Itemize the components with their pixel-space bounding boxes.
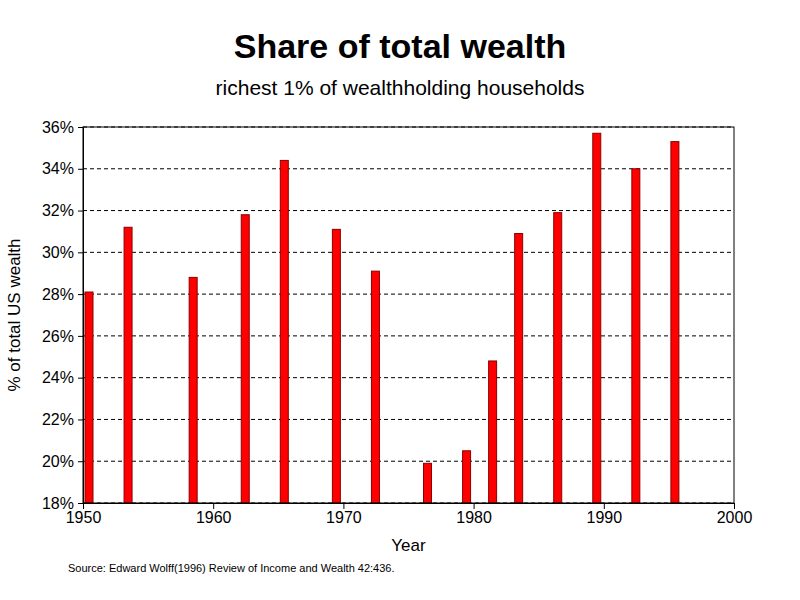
y-tick: 30%: [42, 244, 83, 261]
y-tick-mark: [78, 169, 83, 170]
bars: [85, 133, 679, 503]
y-tick: 28%: [42, 286, 83, 303]
grid: [83, 127, 734, 503]
x-tick-mark: [213, 503, 214, 509]
y-tick: 34%: [42, 160, 83, 177]
bar: [124, 227, 132, 503]
y-tick-label: 26%: [42, 328, 74, 345]
chart: 18%20%22%24%26%28%30%32%34%36%1950196019…: [0, 0, 800, 600]
y-tick: 26%: [42, 328, 83, 345]
y-tick: 24%: [42, 369, 83, 386]
x-tick-mark: [474, 503, 475, 509]
plot-frame: [83, 127, 734, 503]
bar: [241, 215, 249, 503]
x-tick: 1950: [66, 503, 102, 526]
y-tick-label: 28%: [42, 286, 74, 303]
x-tick: 2000: [717, 503, 753, 526]
x-tick: 1960: [196, 503, 232, 526]
y-tick-mark: [78, 419, 83, 420]
bar: [463, 451, 471, 503]
y-tick-label: 34%: [42, 160, 74, 177]
x-tick: 1990: [587, 503, 623, 526]
y-tick-label: 30%: [42, 244, 74, 261]
source-note: Source: Edward Wolff(1996) Review of Inc…: [68, 562, 395, 574]
y-axis-title: % of total US wealth: [5, 238, 24, 391]
x-tick-label: 1990: [587, 509, 623, 526]
bar: [593, 133, 601, 503]
y-tick: 20%: [42, 453, 83, 470]
y-tick-mark: [78, 211, 83, 212]
x-tick-mark: [604, 503, 605, 509]
x-tick-mark: [83, 503, 84, 509]
x-tick-label: 1960: [196, 509, 232, 526]
y-tick-label: 24%: [42, 369, 74, 386]
x-tick-label: 1980: [456, 509, 492, 526]
x-tick-label: 1970: [326, 509, 362, 526]
y-tick: 22%: [42, 411, 83, 428]
y-tick-mark: [78, 461, 83, 462]
y-tick-mark: [78, 294, 83, 295]
bar: [85, 292, 93, 503]
bar: [424, 463, 432, 503]
y-tick-mark: [78, 336, 83, 337]
x-tick-label: 2000: [717, 509, 753, 526]
y-axis-line: [78, 128, 84, 504]
bar: [632, 169, 640, 503]
y-tick-label: 32%: [42, 202, 74, 219]
y-tick: 32%: [42, 202, 83, 219]
x-axis-line: [84, 504, 735, 510]
y-tick-mark: [78, 252, 83, 253]
y-tick-mark: [78, 503, 83, 504]
bar: [489, 361, 497, 503]
x-tick-label: 1950: [66, 509, 102, 526]
x-tick: 1970: [326, 503, 362, 526]
title: Share of total wealth: [234, 27, 567, 65]
x-tick-mark: [734, 503, 735, 509]
bar: [515, 234, 523, 503]
subtitle: richest 1% of wealthholding households: [216, 76, 585, 99]
bar: [332, 229, 340, 503]
x-tick-mark: [343, 503, 344, 509]
bar: [671, 142, 679, 503]
y-tick: 36%: [42, 119, 83, 136]
bar: [280, 160, 288, 503]
bar: [189, 277, 197, 503]
x-tick: 1980: [456, 503, 492, 526]
y-tick-mark: [78, 378, 83, 379]
bar: [554, 213, 562, 503]
bar: [371, 271, 379, 503]
x-axis: 1950 1960 1970 1980 1990 2000: [66, 503, 753, 526]
y-tick-label: 20%: [42, 453, 74, 470]
y-tick-label: 22%: [42, 411, 74, 428]
y-tick-mark: [78, 127, 83, 128]
y-axis: 18%20%22%24%26%28%30%32%34%36%: [42, 119, 84, 512]
x-axis-title: Year: [391, 536, 426, 555]
y-tick-label: 36%: [42, 119, 74, 136]
